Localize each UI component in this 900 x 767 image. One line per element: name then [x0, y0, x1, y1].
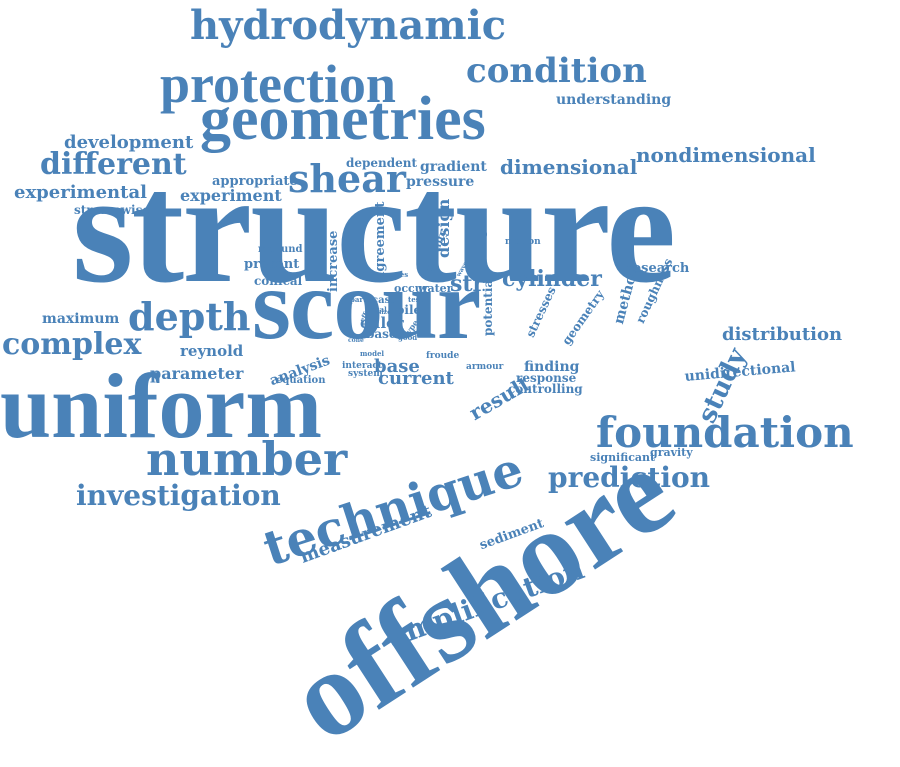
word: research [626, 261, 690, 276]
word: designer [477, 211, 488, 260]
word: streamwise [74, 203, 151, 217]
word: equation [276, 375, 326, 386]
word: cone [348, 337, 364, 344]
word: shear [288, 156, 406, 201]
word: uniform [0, 355, 322, 457]
word: structure [72, 141, 676, 316]
word: interact [342, 361, 383, 371]
word: development [64, 132, 194, 153]
word: increase [326, 230, 341, 292]
word: design [434, 198, 453, 258]
word: dependent [346, 156, 418, 170]
word: reynold [180, 342, 244, 360]
word: pile [396, 303, 422, 317]
word: gradient [420, 159, 487, 175]
word: significant [590, 451, 656, 464]
word: armour [466, 362, 504, 372]
word: geometries [200, 85, 486, 153]
word: foundation [596, 408, 854, 457]
word: experimental [14, 182, 147, 203]
word: depth [128, 294, 251, 339]
word: motion [505, 237, 541, 247]
word: present [244, 257, 300, 272]
word: hydrodynamic [190, 2, 507, 49]
word: case [372, 295, 397, 306]
word: finding [524, 359, 580, 375]
word: different [40, 147, 187, 182]
word: number [146, 432, 348, 486]
word: conical [254, 274, 303, 288]
word: gravity [650, 446, 693, 459]
word: good [398, 333, 418, 342]
word: cylinder [502, 266, 602, 292]
word: parameter [150, 364, 244, 383]
word: investigation [76, 479, 281, 512]
word: maximum [42, 311, 120, 327]
word: froude [426, 351, 460, 361]
word: complex [2, 327, 142, 362]
word: model [360, 349, 385, 358]
word: euler [360, 314, 404, 332]
word: water [418, 282, 453, 295]
word: prediction [548, 461, 711, 494]
word: condition [466, 51, 647, 91]
word: distribution [722, 324, 843, 345]
word: controlling [508, 382, 583, 396]
word: scour [252, 249, 481, 360]
word: appropriate [212, 174, 298, 189]
word: potential [481, 275, 495, 336]
word: response [516, 371, 577, 385]
word: experiment [180, 186, 282, 205]
word: str [450, 271, 485, 297]
word: protection [160, 54, 396, 114]
word: agreement [373, 201, 388, 280]
word: occur [394, 282, 429, 295]
word: series [385, 270, 409, 279]
word: part [350, 295, 367, 304]
word: pressure [406, 174, 475, 190]
word: nondimensional [636, 143, 816, 167]
word-cloud: structure scour uniform offshore geometr… [0, 2, 854, 767]
word: based [366, 327, 405, 341]
word: size [378, 309, 391, 316]
word: local [368, 305, 387, 314]
word: current [378, 368, 454, 389]
word: dimensional [500, 155, 638, 179]
word: test [408, 295, 423, 304]
word: system [348, 369, 383, 379]
word: base [374, 356, 420, 377]
word: roulund [258, 244, 303, 255]
word: understanding [556, 92, 672, 108]
